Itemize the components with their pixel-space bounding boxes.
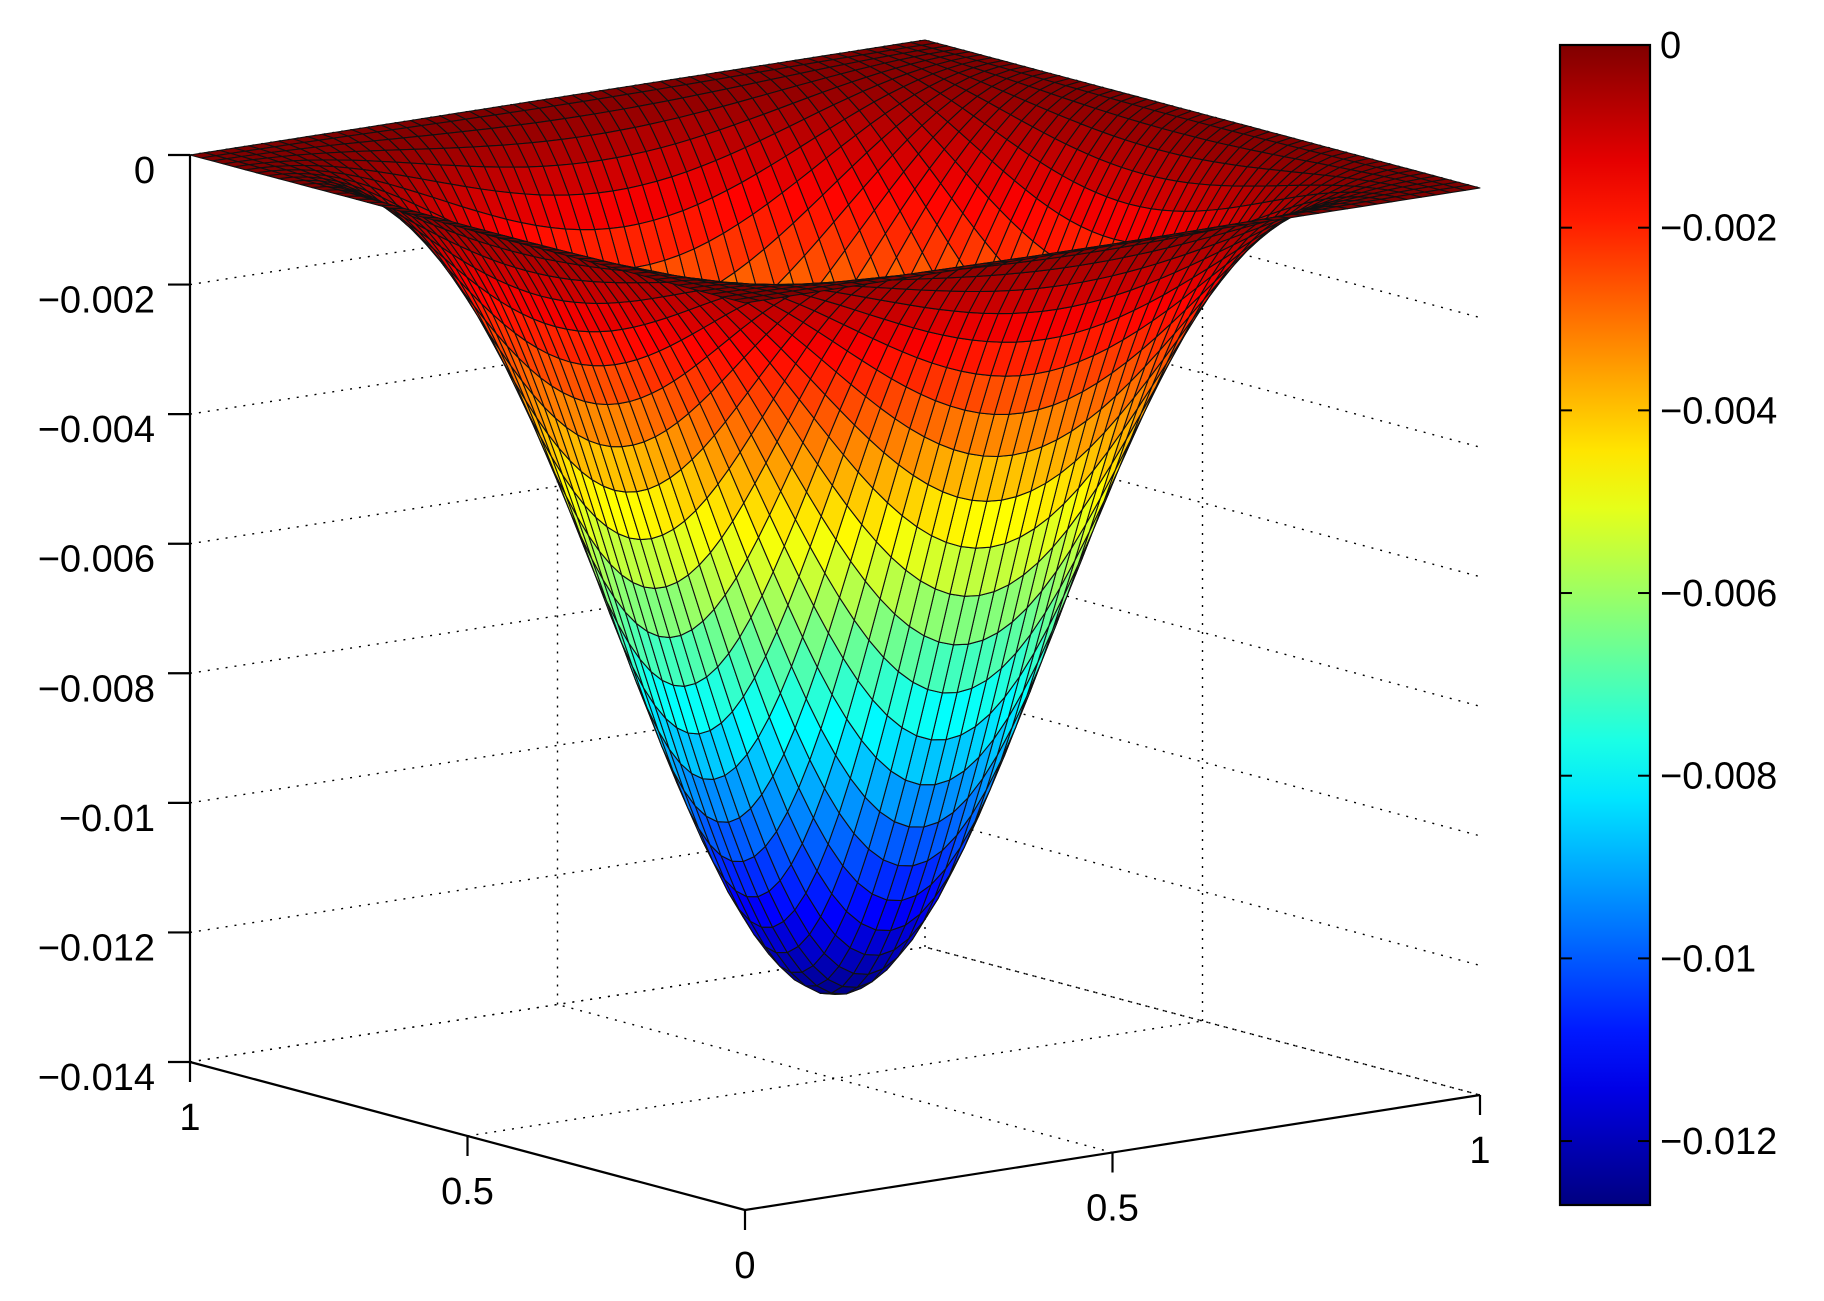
- axes: 0 −0.002 −0.004 −0.006 −0.008 −0.01 −0.012 −0.0…: [38, 150, 1491, 1287]
- x-tick-label: 0.5: [1086, 1188, 1139, 1230]
- colorbar-tick-label: −0.01: [1660, 938, 1756, 980]
- y-tick-label: 1: [179, 1097, 200, 1139]
- colorbar-tick-label: −0.006: [1660, 573, 1777, 615]
- z-tick-label: −0.004: [38, 409, 155, 451]
- colorbar-tick-label: 0: [1660, 25, 1681, 67]
- surface-mesh: [189, 39, 1481, 995]
- z-gridline: [189, 557, 1481, 707]
- x-tick-label: 0: [734, 1245, 755, 1287]
- z-tick-label: −0.014: [38, 1057, 155, 1099]
- z-gridline: [189, 946, 1481, 1096]
- colorbar-tick-label: −0.002: [1660, 208, 1777, 250]
- floor-gridline: [467, 1020, 1203, 1137]
- surface-patch: [733, 297, 761, 304]
- z-tick-label: −0.008: [38, 668, 155, 710]
- z-tick-label: 0: [134, 150, 155, 192]
- z-tick-label: −0.01: [59, 798, 155, 840]
- colorbar-tick-label: −0.004: [1660, 390, 1777, 432]
- floor-gridline: [557, 1003, 1113, 1154]
- colorbar: 0 −0.002 −0.004 −0.006 −0.008 −0.01 −0.012: [1558, 25, 1777, 1207]
- colorbar-tick-label: −0.012: [1660, 1121, 1777, 1163]
- x-tick-label: 1: [1469, 1130, 1490, 1172]
- z-gridline: [189, 168, 1481, 319]
- z-gridline: [189, 298, 1481, 448]
- z-tick-label: −0.006: [38, 539, 155, 581]
- z-gridline: [189, 816, 1481, 967]
- colorbar-gradient: [1558, 43, 1652, 1207]
- z-gridline: [189, 427, 1481, 578]
- z-tick-label: −0.002: [38, 280, 155, 322]
- z-tick-label: −0.012: [38, 927, 155, 969]
- floor-gridline: [924, 946, 1481, 1096]
- y-tick-label: 0.5: [441, 1171, 494, 1213]
- colorbar-tick-label: −0.008: [1660, 756, 1777, 798]
- z-gridline: [189, 687, 1481, 837]
